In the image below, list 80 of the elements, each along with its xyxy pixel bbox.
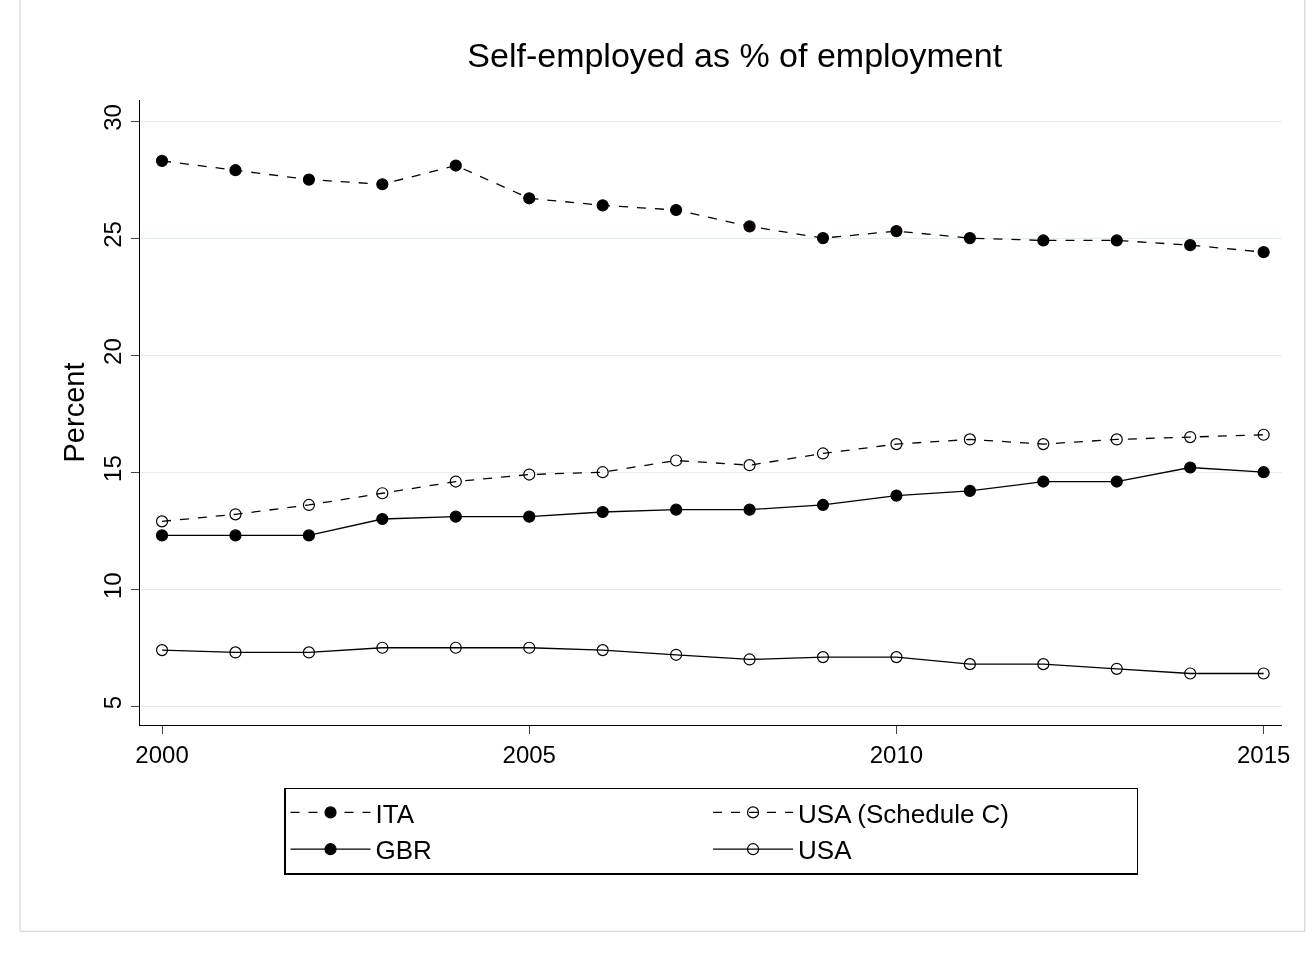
point xyxy=(743,220,756,233)
point xyxy=(963,658,976,671)
point xyxy=(1257,246,1270,259)
point xyxy=(1110,433,1123,446)
point xyxy=(523,641,536,654)
point xyxy=(1257,667,1270,680)
point xyxy=(743,459,756,472)
point xyxy=(1110,234,1123,247)
x-tick-label: 2005 xyxy=(502,740,556,768)
y-tick-label: 10 xyxy=(99,572,127,599)
point xyxy=(1184,239,1197,252)
point xyxy=(596,505,609,519)
point xyxy=(816,232,830,245)
point xyxy=(743,653,756,666)
point xyxy=(670,648,683,661)
y-tick-label: 20 xyxy=(99,338,127,365)
point xyxy=(1110,662,1123,675)
legend-label: USA xyxy=(798,835,853,866)
point xyxy=(1184,461,1197,474)
point xyxy=(376,512,389,526)
point xyxy=(1184,430,1197,444)
point xyxy=(229,164,242,177)
y-tick-label: 30 xyxy=(99,104,127,131)
point xyxy=(670,203,683,217)
point xyxy=(376,641,389,654)
point xyxy=(1184,667,1197,680)
point xyxy=(155,154,169,167)
point xyxy=(449,641,462,654)
point xyxy=(523,468,536,481)
point xyxy=(376,178,389,191)
point xyxy=(890,438,903,451)
x-tick-label: 2015 xyxy=(1236,740,1291,768)
point xyxy=(1037,234,1050,247)
legend-label: USA (Schedule C) xyxy=(798,798,1010,829)
point xyxy=(449,510,462,523)
y-axis-title: Percent xyxy=(57,362,90,463)
point xyxy=(1257,428,1270,441)
point xyxy=(155,643,169,657)
point xyxy=(1037,475,1050,488)
point xyxy=(1110,475,1123,488)
point xyxy=(229,508,242,521)
point xyxy=(229,646,242,659)
x-tick-label: 2010 xyxy=(869,740,924,768)
point xyxy=(229,529,242,542)
point xyxy=(596,643,609,657)
point xyxy=(596,199,609,212)
y-tick-label: 15 xyxy=(99,455,127,482)
point xyxy=(523,192,536,205)
point xyxy=(963,433,976,446)
point xyxy=(302,173,316,186)
point xyxy=(449,475,462,488)
point xyxy=(963,484,976,498)
point xyxy=(816,651,830,664)
point xyxy=(155,529,169,542)
y-tick-label: 25 xyxy=(99,221,127,248)
point xyxy=(449,159,462,172)
legend-label: ITA xyxy=(375,798,415,829)
point xyxy=(743,503,756,516)
point xyxy=(1037,658,1050,671)
point xyxy=(302,498,316,512)
point xyxy=(963,232,976,245)
point xyxy=(670,503,683,516)
point xyxy=(155,515,169,528)
point xyxy=(1257,466,1270,479)
chart-title: Self-employed as % of employment xyxy=(467,35,1003,74)
point xyxy=(1037,438,1050,451)
point xyxy=(302,529,316,542)
point xyxy=(890,651,903,664)
point xyxy=(302,646,316,659)
point xyxy=(890,224,903,238)
point xyxy=(523,510,536,523)
x-tick-label: 2000 xyxy=(135,740,189,768)
y-tick-label: 5 xyxy=(99,695,127,710)
point xyxy=(670,454,683,467)
point xyxy=(376,487,389,500)
legend-label: GBR xyxy=(375,835,432,866)
point xyxy=(596,466,609,479)
point xyxy=(816,447,830,460)
point xyxy=(890,489,903,502)
point xyxy=(816,498,830,512)
